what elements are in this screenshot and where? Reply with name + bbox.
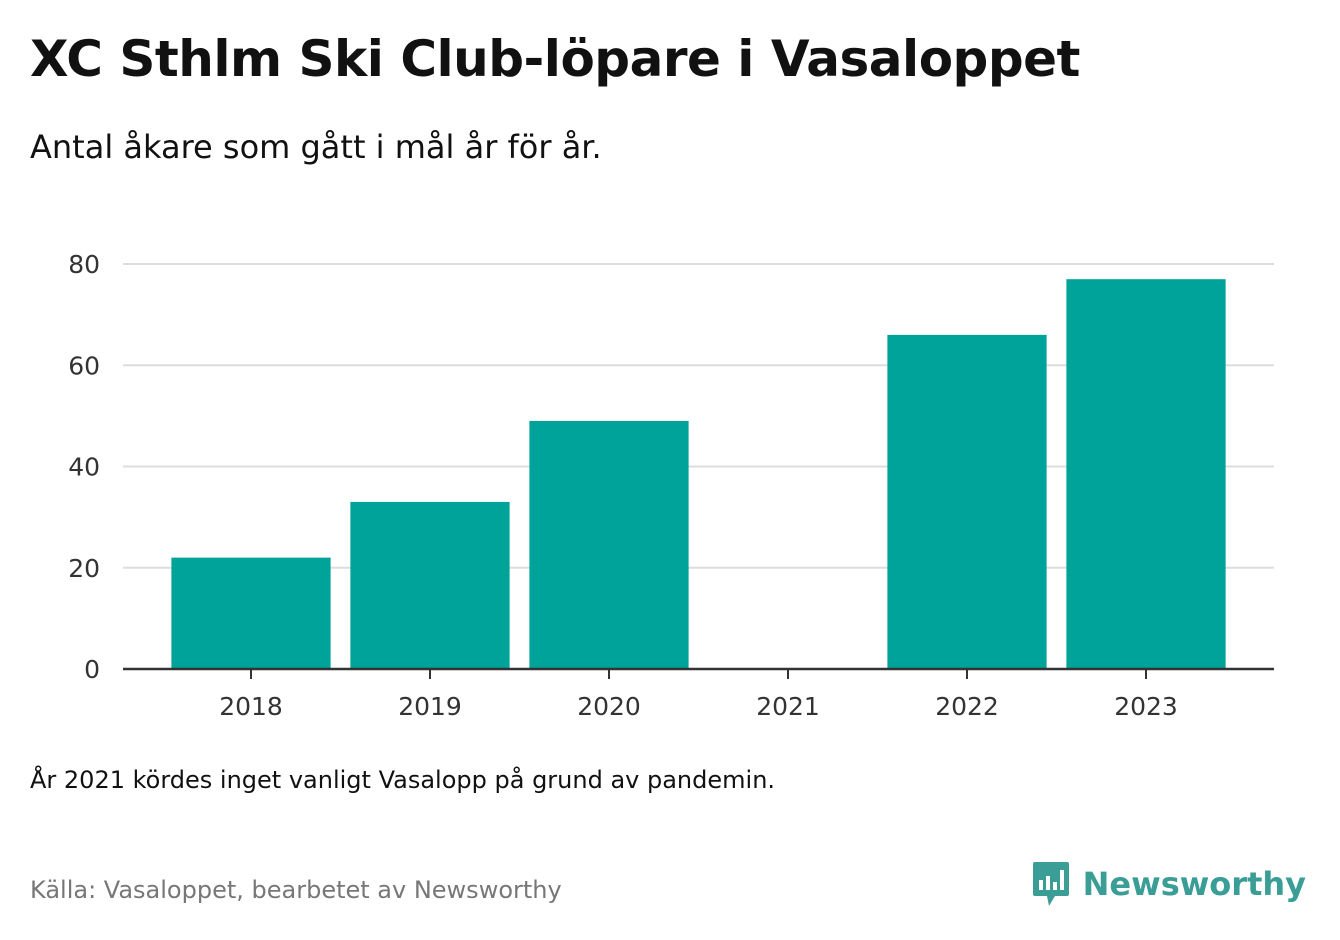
x-axis-ticks: 2018 2019 2020 2021 2022 2023 [219, 669, 1178, 721]
bar-2022 [887, 334, 1047, 669]
footnote: År 2021 kördes inget vanligt Vasalopp på… [30, 766, 776, 794]
y-tick-label: 20 [68, 554, 100, 583]
bar-2018 [171, 557, 331, 669]
y-axis-ticks: 0 20 40 60 80 [68, 250, 100, 684]
bar-2019 [350, 501, 510, 669]
chart-title: XC Sthlm Ski Club-löpare i Vasaloppet [30, 30, 1080, 88]
source-text: Källa: Vasaloppet, bearbetet av Newswort… [30, 876, 562, 904]
x-tick-label: 2020 [577, 692, 641, 721]
y-tick-label: 60 [68, 351, 100, 380]
y-tick-label: 0 [84, 655, 100, 684]
x-tick-label: 2021 [756, 692, 820, 721]
newsworthy-logo[interactable]: Newsworthy [1031, 860, 1306, 908]
y-tick-label: 80 [68, 250, 100, 279]
x-tick-label: 2018 [219, 692, 283, 721]
brand-name: Newsworthy [1082, 865, 1306, 903]
bars [171, 279, 1226, 669]
bar-2020 [529, 420, 689, 669]
x-tick-label: 2022 [935, 692, 999, 721]
bar-2023 [1066, 279, 1226, 669]
x-tick-label: 2019 [398, 692, 462, 721]
newsworthy-logo-icon [1032, 862, 1069, 906]
chart-subtitle: Antal åkare som gått i mål år för år. [30, 128, 602, 166]
x-tick-label: 2023 [1114, 692, 1178, 721]
y-tick-label: 40 [68, 453, 100, 482]
